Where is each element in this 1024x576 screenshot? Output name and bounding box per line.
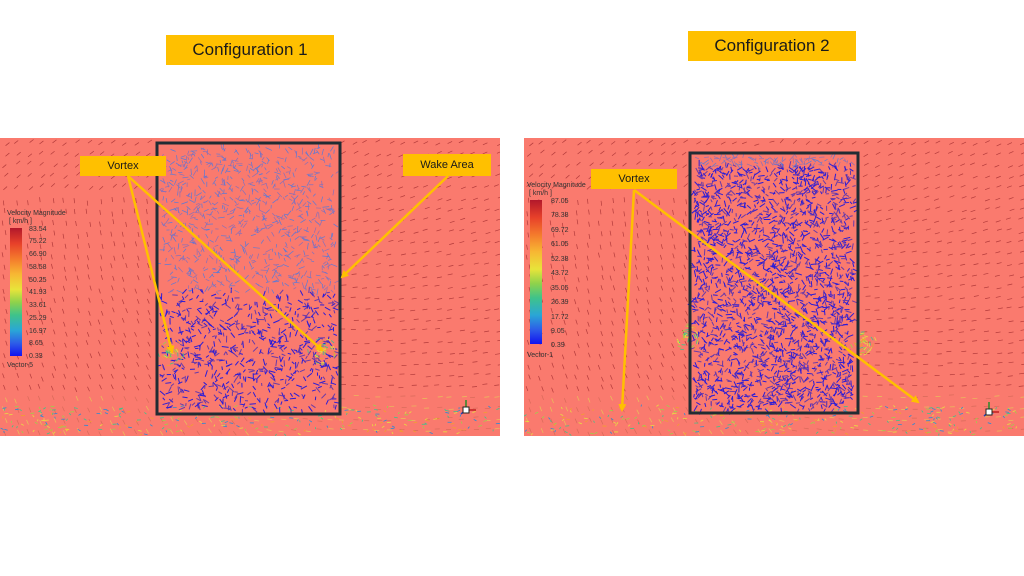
legend-tick: 9.05 xyxy=(551,328,565,335)
legend-tick: 41.93 xyxy=(29,289,47,296)
legend-footer: Vector-1 xyxy=(527,352,554,359)
legend-title: Velocity Magnitude xyxy=(7,210,66,217)
legend-tick: 66.90 xyxy=(29,251,47,258)
configuration-1-flow-field: Velocity Magnitude [ km/h ] 83.54 75.22 … xyxy=(0,138,500,436)
legend-unit: [ km/h ] xyxy=(529,190,552,197)
legend-tick: 16.97 xyxy=(29,328,47,335)
legend-tick: 52.38 xyxy=(551,256,569,263)
legend-tick: 33.61 xyxy=(29,302,47,309)
velocity-legend-2: Velocity Magnitude [ km/h ] 87.05 78.38 … xyxy=(527,182,597,362)
legend-tick: 87.05 xyxy=(551,198,569,205)
configuration-2-title: Configuration 2 xyxy=(688,31,856,61)
axis-triad-icon xyxy=(983,402,999,417)
legend-footer: Vector-5 xyxy=(7,362,34,369)
velocity-vector-field-1 xyxy=(0,138,500,436)
legend-tick: 75.22 xyxy=(29,238,47,245)
legend-tick: 26.39 xyxy=(551,299,569,306)
legend-tick: 35.05 xyxy=(551,285,569,292)
legend-tick: 69.72 xyxy=(551,227,569,234)
legend-tick: 78.38 xyxy=(551,212,569,219)
legend-tick: 17.72 xyxy=(551,314,569,321)
velocity-legend-1: Velocity Magnitude [ km/h ] 83.54 75.22 … xyxy=(7,210,67,370)
legend-color-bar xyxy=(530,200,542,344)
legend-tick: 61.05 xyxy=(551,241,569,248)
legend-tick: 0.39 xyxy=(551,342,565,349)
legend-unit: [ km/h ] xyxy=(9,218,32,225)
legend-tick: 8.65 xyxy=(29,340,43,347)
wake-area-callout: Wake Area xyxy=(403,154,491,176)
legend-tick: 58.58 xyxy=(29,264,47,271)
legend-title: Velocity Magnitude xyxy=(527,182,586,189)
vortex-callout: Vortex xyxy=(591,169,677,189)
vortex-callout: Vortex xyxy=(80,156,166,176)
legend-tick: 83.54 xyxy=(29,226,47,233)
legend-tick: 0.33 xyxy=(29,353,43,360)
configuration-1-title: Configuration 1 xyxy=(166,35,334,65)
legend-tick: 25.29 xyxy=(29,315,47,322)
legend-tick: 43.72 xyxy=(551,270,569,277)
axis-triad-icon xyxy=(460,400,476,415)
legend-tick: 50.25 xyxy=(29,277,47,284)
legend-color-bar xyxy=(10,228,22,356)
